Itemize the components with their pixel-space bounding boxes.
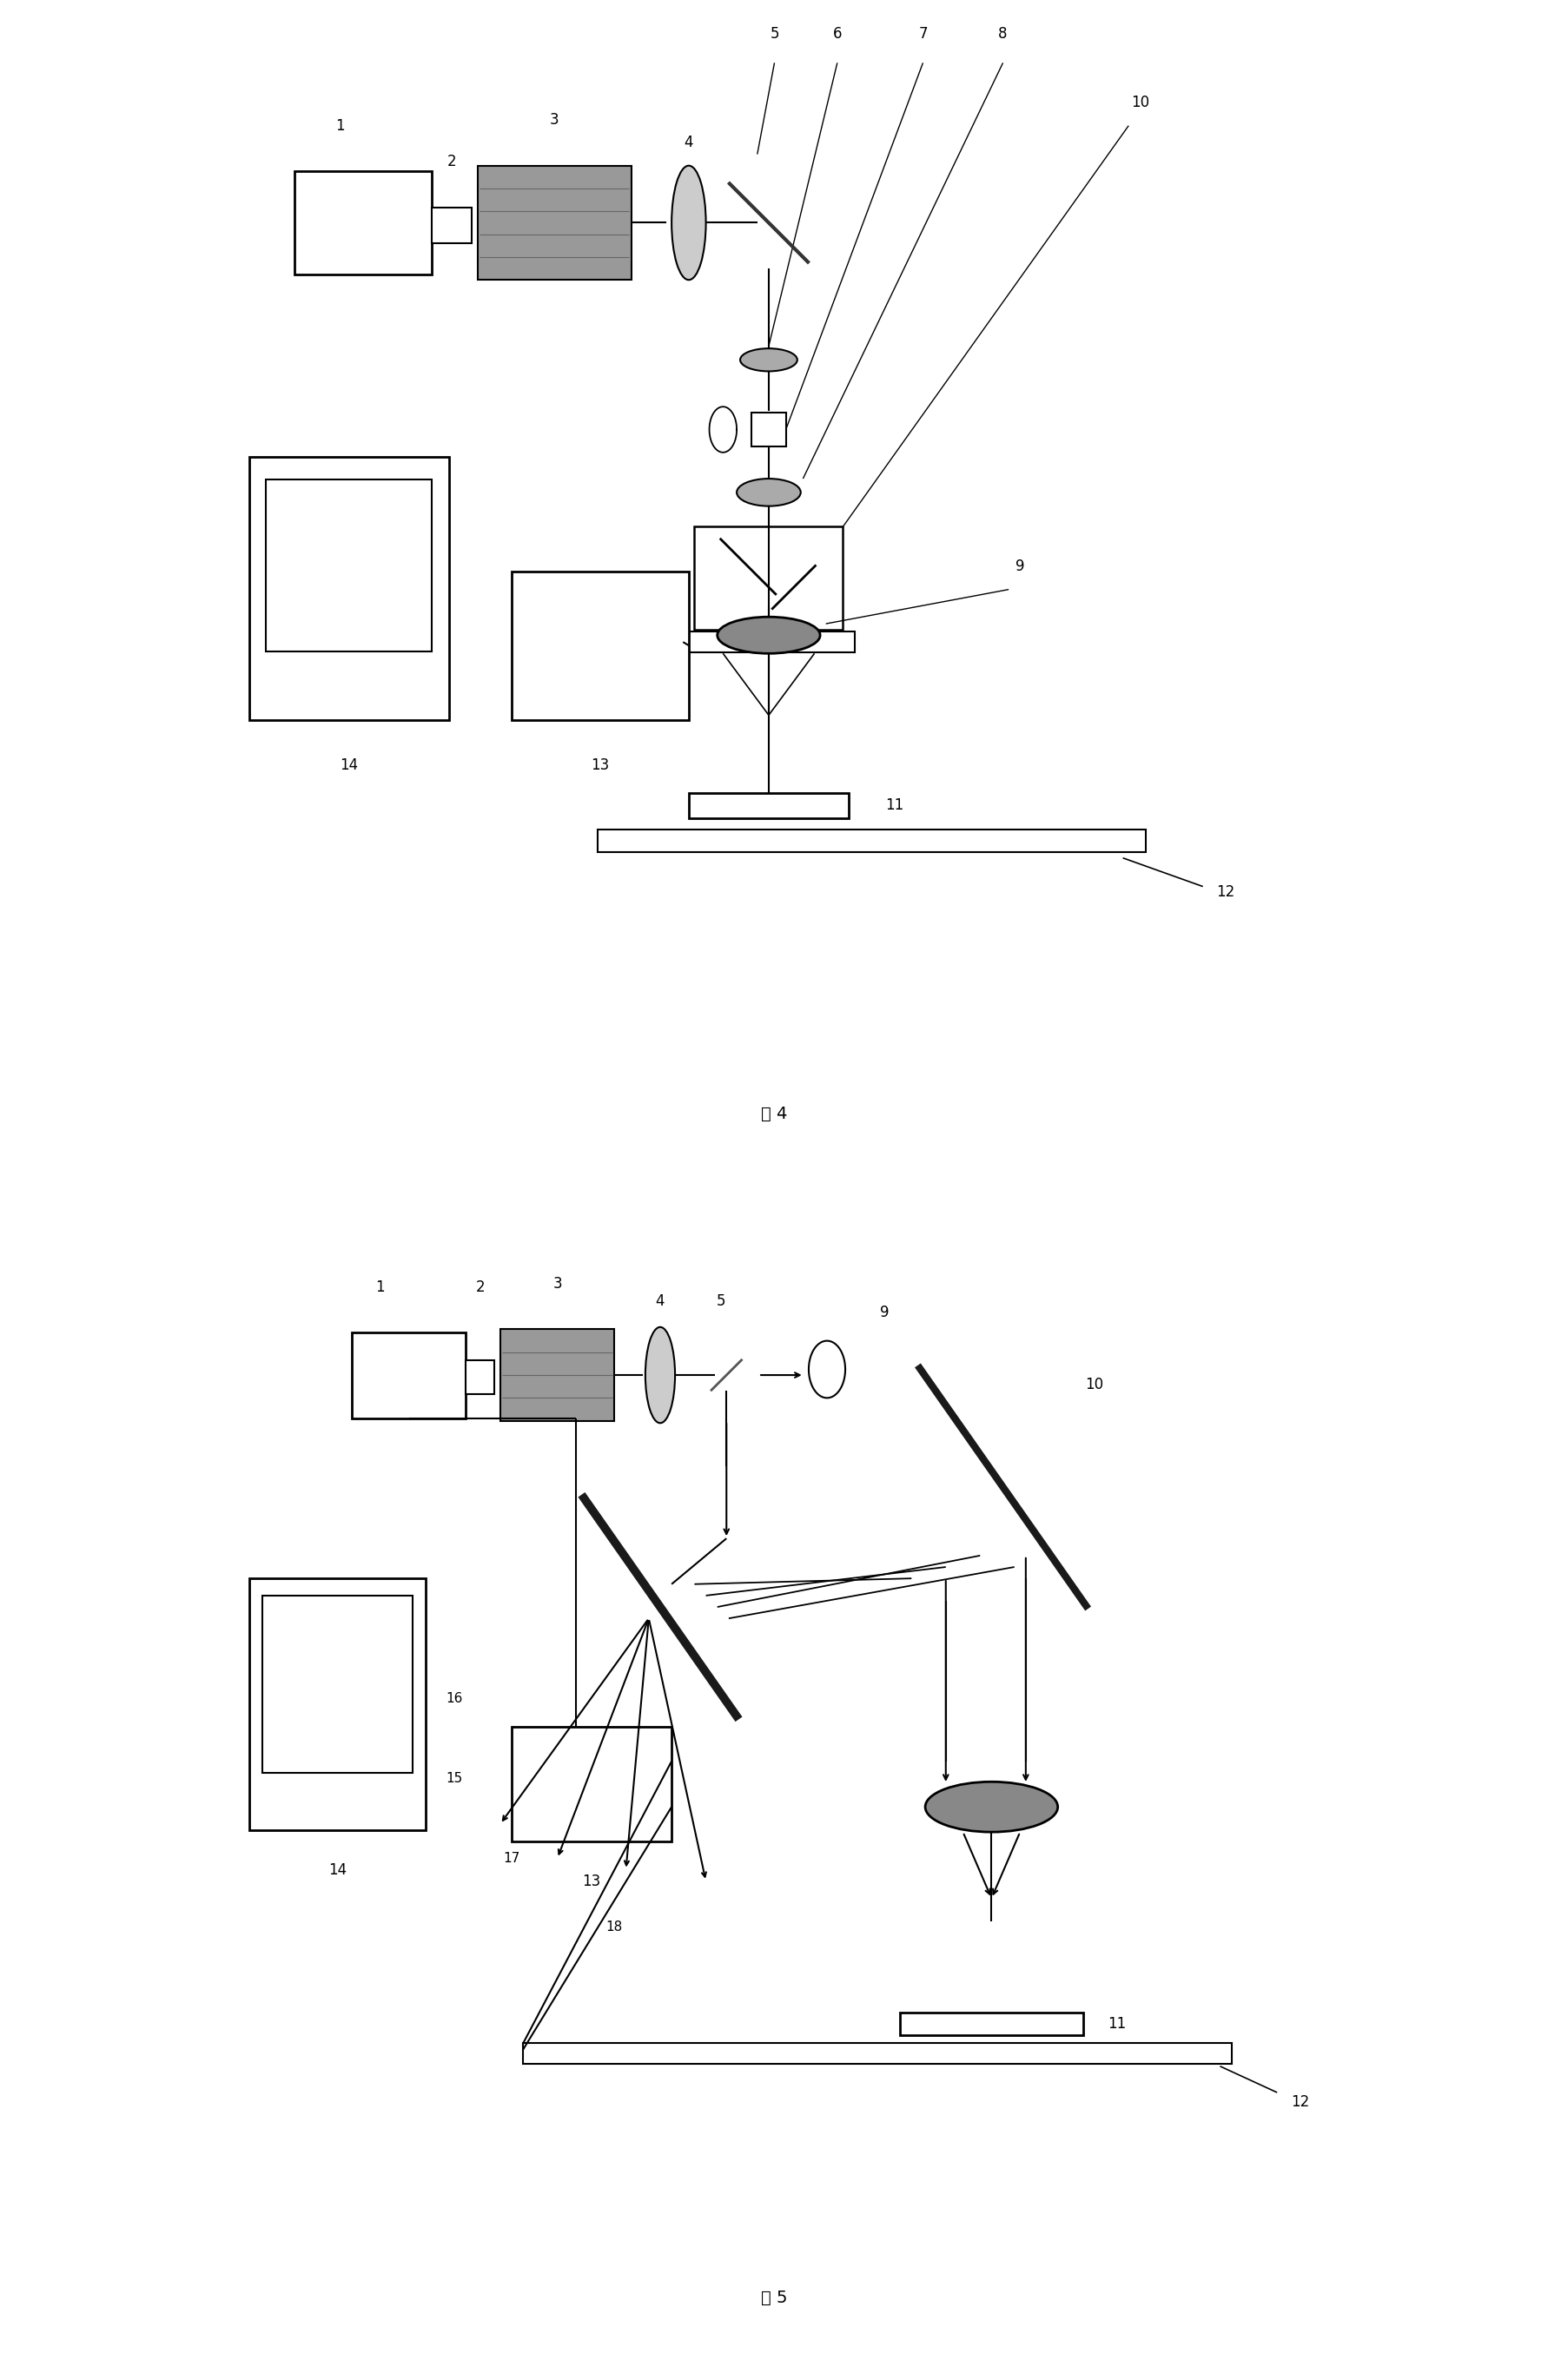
Bar xyxy=(683,631,854,652)
Bar xyxy=(751,412,785,447)
Text: 10: 10 xyxy=(1130,95,1149,109)
Text: 4: 4 xyxy=(655,1292,664,1309)
Text: 4: 4 xyxy=(684,136,694,150)
Text: 11: 11 xyxy=(1107,2016,1125,2033)
Ellipse shape xyxy=(924,1783,1057,1833)
Text: 2: 2 xyxy=(447,155,457,169)
Bar xyxy=(466,1361,494,1395)
Text: 2: 2 xyxy=(475,1280,485,1295)
Bar xyxy=(249,1578,426,1830)
Bar xyxy=(511,1728,672,1842)
Ellipse shape xyxy=(672,167,706,281)
Text: 1: 1 xyxy=(336,119,345,133)
Text: 1: 1 xyxy=(376,1280,384,1295)
Bar xyxy=(523,2044,1231,2063)
Text: 9: 9 xyxy=(879,1304,889,1321)
Bar xyxy=(899,2013,1082,2035)
Bar xyxy=(249,457,449,719)
Ellipse shape xyxy=(717,616,820,654)
Bar xyxy=(694,526,842,628)
Text: 17: 17 xyxy=(503,1852,520,1866)
Text: 7: 7 xyxy=(918,26,927,43)
Text: 图 5: 图 5 xyxy=(760,2290,788,2306)
Ellipse shape xyxy=(737,478,800,507)
Bar xyxy=(598,828,1146,852)
Text: 13: 13 xyxy=(582,1873,601,1890)
Text: 5: 5 xyxy=(715,1292,724,1309)
Ellipse shape xyxy=(646,1328,675,1423)
Text: 8: 8 xyxy=(998,26,1006,43)
Text: 15: 15 xyxy=(446,1771,463,1785)
Text: 11: 11 xyxy=(884,797,902,814)
Text: 12: 12 xyxy=(1215,885,1234,900)
Bar xyxy=(266,481,432,652)
Bar xyxy=(477,167,632,281)
Bar xyxy=(351,1333,466,1418)
Text: 6: 6 xyxy=(833,26,842,43)
Bar xyxy=(294,171,432,274)
Bar xyxy=(511,571,689,719)
Bar xyxy=(689,793,848,819)
Ellipse shape xyxy=(740,347,797,371)
Text: 3: 3 xyxy=(553,1276,562,1292)
Text: 16: 16 xyxy=(446,1692,463,1704)
Text: 18: 18 xyxy=(605,1921,622,1933)
Text: 14: 14 xyxy=(328,1861,347,1878)
Bar xyxy=(500,1330,615,1421)
Text: 12: 12 xyxy=(1289,2094,1308,2109)
Bar xyxy=(432,207,472,243)
Text: 图 4: 图 4 xyxy=(760,1107,788,1121)
Text: 10: 10 xyxy=(1085,1376,1102,1392)
Text: 5: 5 xyxy=(769,26,779,43)
Text: 3: 3 xyxy=(550,112,559,129)
Bar xyxy=(263,1595,412,1773)
Text: 9: 9 xyxy=(1015,559,1025,574)
Text: 13: 13 xyxy=(591,757,608,774)
Text: 14: 14 xyxy=(339,757,358,774)
